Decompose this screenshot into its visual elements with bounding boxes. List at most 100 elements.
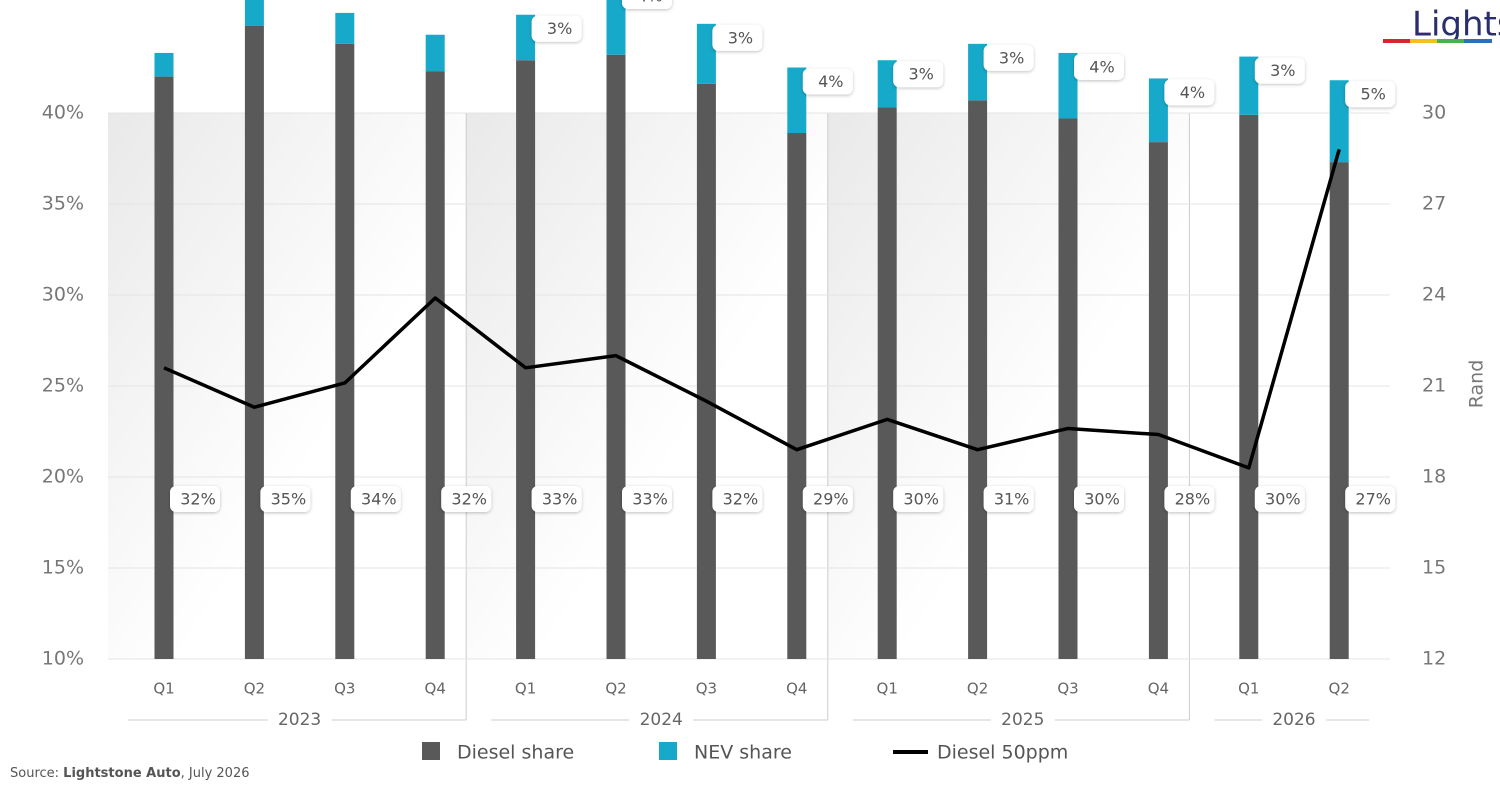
year-label: 2025 xyxy=(1001,710,1044,730)
bar-segment xyxy=(1239,114,1259,659)
data-label-text: 32% xyxy=(180,490,216,509)
label-box xyxy=(802,68,853,95)
data-label-text: 4% xyxy=(637,0,662,5)
bar-segment xyxy=(877,107,897,660)
label-box xyxy=(1074,53,1124,80)
data-label-text: 3% xyxy=(547,19,572,38)
bar-segment xyxy=(968,100,988,659)
x-tick-label: Q4 xyxy=(786,680,807,698)
data-label: 3% xyxy=(893,61,944,88)
logo-stripe xyxy=(1410,39,1437,43)
logo: Lightstone xyxy=(1412,5,1500,45)
x-tick-label: Q1 xyxy=(515,680,536,698)
source-bold: Lightstone Auto xyxy=(63,766,181,781)
bar-segment xyxy=(787,133,807,659)
bar-segment xyxy=(1329,80,1349,163)
data-label-text: 30% xyxy=(1265,490,1301,509)
label-box xyxy=(712,486,763,512)
label-box xyxy=(1254,57,1305,84)
data-label: 29% xyxy=(802,486,853,512)
data-label-text: 4% xyxy=(818,72,843,91)
data-label-text: 28% xyxy=(1175,490,1211,509)
data-label: 30% xyxy=(1254,486,1305,512)
data-label-text: 3% xyxy=(1270,61,1295,80)
data-label: 33% xyxy=(622,486,672,512)
data-label-text: 31% xyxy=(994,490,1030,509)
year-label: 2023 xyxy=(278,710,321,730)
bar-segment xyxy=(516,14,536,61)
data-label: 4% xyxy=(1164,79,1215,106)
data-label: 28% xyxy=(1164,486,1215,512)
bar-segment xyxy=(516,60,536,660)
bar-segment xyxy=(1329,162,1349,659)
label-box xyxy=(350,486,401,512)
data-label-text: 3% xyxy=(909,65,934,84)
bar-segment xyxy=(696,83,716,659)
data-label: 30% xyxy=(893,486,944,512)
bar-segment xyxy=(335,43,355,659)
label-box xyxy=(983,44,1034,71)
data-label-text: 32% xyxy=(723,490,759,509)
x-tick-label: Q1 xyxy=(877,680,898,698)
bar-segment xyxy=(1058,52,1078,119)
label-box xyxy=(441,486,492,512)
bar-segment xyxy=(425,34,445,72)
x-tick-label: Q1 xyxy=(1238,680,1259,698)
bar-segment xyxy=(425,71,445,659)
legend-swatch xyxy=(422,742,440,760)
year-label: 2026 xyxy=(1272,710,1315,730)
y-tick-label: 20% xyxy=(42,466,84,488)
y2-tick-label: 24 xyxy=(1422,284,1446,306)
x-tick-label: Q4 xyxy=(1148,680,1169,698)
label-box xyxy=(983,486,1034,512)
data-label-text: 27% xyxy=(1355,490,1391,509)
x-tick-label: Q2 xyxy=(605,680,626,698)
data-label-text: 33% xyxy=(542,490,578,509)
logo-stripe xyxy=(1437,39,1464,43)
label-box xyxy=(893,61,944,88)
label-box xyxy=(622,0,672,9)
label-box xyxy=(260,486,311,512)
data-label-text: 32% xyxy=(451,490,487,509)
y-tick-label: 30% xyxy=(42,284,84,306)
y2-tick-label: 21 xyxy=(1422,375,1446,397)
data-label-text: 30% xyxy=(1084,490,1120,509)
bar-segment xyxy=(787,67,807,134)
legend-swatch xyxy=(659,742,677,760)
bar-segment xyxy=(968,43,988,101)
label-box xyxy=(622,486,672,512)
x-tick-label: Q3 xyxy=(1057,680,1078,698)
y2-tick-label: 27 xyxy=(1422,193,1446,215)
bar-segment xyxy=(154,52,174,77)
label-box xyxy=(712,24,763,51)
y2-tick-label: 12 xyxy=(1422,648,1446,670)
label-box xyxy=(802,486,853,512)
label-box xyxy=(893,486,944,512)
year-label: 2024 xyxy=(640,710,683,730)
y2-tick-label: 18 xyxy=(1422,466,1446,488)
x-tick-label: Q4 xyxy=(425,680,446,698)
bar-segment xyxy=(1148,142,1168,659)
x-tick-label: Q3 xyxy=(696,680,717,698)
data-label: 35% xyxy=(260,486,311,512)
data-label-text: 4% xyxy=(1089,57,1114,76)
data-label-text: 34% xyxy=(361,490,397,509)
data-label: 32% xyxy=(712,486,763,512)
label-box xyxy=(1345,486,1396,512)
legend-label: Diesel 50ppm xyxy=(937,742,1068,764)
data-label: 34% xyxy=(350,486,401,512)
legend-label: Diesel share xyxy=(457,742,574,764)
y2-tick-label: 15 xyxy=(1422,557,1446,579)
data-label-text: 4% xyxy=(1180,83,1205,102)
bar-segment xyxy=(696,23,716,84)
data-label-text: 35% xyxy=(271,490,307,509)
bar-segment xyxy=(877,60,897,108)
data-label: 5% xyxy=(1345,81,1396,108)
logo-stripe xyxy=(1383,39,1410,43)
data-label: 27% xyxy=(1345,486,1396,512)
data-label: 3% xyxy=(531,15,582,42)
label-box xyxy=(1345,81,1396,108)
label-box xyxy=(531,486,582,512)
y-tick-label: 10% xyxy=(42,648,84,670)
